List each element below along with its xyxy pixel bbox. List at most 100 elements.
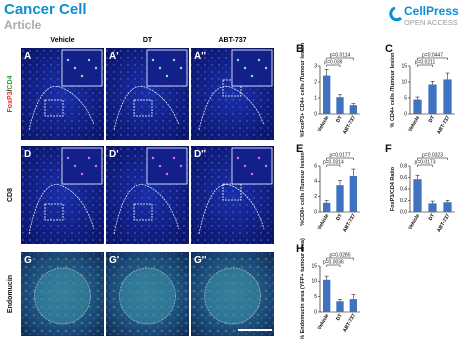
x-tick-label: DT xyxy=(428,115,437,124)
bar xyxy=(413,99,422,114)
bar xyxy=(413,179,422,212)
x-tick-label: Vehicle xyxy=(407,115,421,133)
x-tick-label: ABT-737 xyxy=(342,115,357,136)
cell-signal xyxy=(250,74,254,78)
zoom-box xyxy=(44,203,64,221)
y-tick-label: 0.4 xyxy=(400,186,407,192)
charts: B%FoxP3+ CD4+ cells /Tumour lesion 0 1 2 3 Ve… xyxy=(296,42,455,340)
y-tick-label: 5 xyxy=(314,294,317,300)
y-axis-label: % CD4+ cells /Tumour lesion xyxy=(390,52,396,128)
cell-signal xyxy=(165,74,169,78)
x-tick-label: DT xyxy=(335,213,344,222)
y-axis-label: FoxP3/CD4 Ratio xyxy=(390,166,396,211)
row-label: Endomucin xyxy=(7,275,14,313)
x-tick-label: ABT-737 xyxy=(342,213,357,234)
error-bar xyxy=(324,200,329,203)
cell-signal xyxy=(87,58,91,62)
p-value: p=0.0211 xyxy=(415,60,436,66)
y-axis-label: % Endomucin area (YFP+ tumour area) xyxy=(300,238,306,339)
y-tick-label: 0.0 xyxy=(400,209,407,215)
x-tick-label: DT xyxy=(428,213,437,222)
cell-signal xyxy=(172,58,176,62)
lesion-outline xyxy=(198,86,265,131)
p-value: p=0.0447 xyxy=(422,53,443,59)
cell-signal xyxy=(87,156,91,160)
vessel-region xyxy=(204,267,261,325)
cell-signal xyxy=(66,156,70,160)
row-label-part: Endomucin xyxy=(7,275,14,313)
error-bar xyxy=(324,68,329,76)
y-tick-label: 10 xyxy=(311,279,317,285)
y-tick-label: 15 xyxy=(401,63,407,69)
vessel-region xyxy=(119,267,176,325)
cell-signal xyxy=(172,156,176,160)
x-tick-label: DT xyxy=(335,115,344,124)
cell-signal xyxy=(80,74,84,78)
error-bar xyxy=(324,275,329,280)
y-tick-label: 2 xyxy=(314,194,317,200)
publisher-logo xyxy=(389,6,403,22)
column-header: ABT-737 xyxy=(218,37,246,44)
inset xyxy=(61,147,103,185)
panel-label: G'' xyxy=(194,255,207,266)
y-axis-label: %CD8+ cells /Tumour lesion xyxy=(300,152,306,226)
significance-bracket xyxy=(417,64,433,67)
cell-signal xyxy=(151,156,155,160)
y-tick-label: 15 xyxy=(311,263,317,269)
bar xyxy=(349,299,357,312)
y-tick-label: 0.6 xyxy=(400,175,407,181)
cell-signal xyxy=(158,66,162,70)
significance-bracket xyxy=(326,264,341,267)
zoom-box xyxy=(133,99,153,117)
p-value: p=0.0173 xyxy=(415,160,436,166)
row-label-part: CD8 xyxy=(7,188,14,202)
bar xyxy=(443,79,452,114)
panel-label: D xyxy=(24,149,31,160)
bar xyxy=(323,279,331,312)
error-bar xyxy=(338,180,342,186)
lesion-outline xyxy=(198,184,265,235)
error-bar xyxy=(415,96,420,100)
zoom-box xyxy=(44,99,64,117)
y-tick-label: 0 xyxy=(314,309,317,315)
y-tick-label: 3 xyxy=(314,63,317,69)
error-bar xyxy=(338,94,342,98)
panel-label: B xyxy=(296,43,304,55)
panel-label: G' xyxy=(109,255,119,266)
x-tick-label: ABT-737 xyxy=(342,313,357,334)
error-bar xyxy=(445,72,450,80)
bar xyxy=(323,75,331,114)
y-axis-label: %FoxP3+ CD4+ cells /Tumour lesion xyxy=(300,42,306,137)
x-tick-label: ABT-737 xyxy=(436,115,451,136)
cell-signal xyxy=(236,58,240,62)
cell-signal xyxy=(151,58,155,62)
panel-label: A xyxy=(24,51,31,62)
p-value: p=0.0036 xyxy=(323,260,344,266)
zoom-box xyxy=(133,203,153,221)
column-header: DT xyxy=(143,37,153,44)
row-label-part: FoxP3 xyxy=(7,91,14,112)
significance-bracket xyxy=(417,164,433,167)
row-label-part: CD4 xyxy=(7,75,14,89)
publisher: CellPress xyxy=(404,4,459,18)
article-type: Article xyxy=(4,18,42,32)
x-tick-label: Vehicle xyxy=(407,213,421,231)
lesion-outline xyxy=(113,86,180,131)
y-tick-label: 0 xyxy=(314,111,317,117)
cell-signal xyxy=(236,156,240,160)
cell-signal xyxy=(264,66,268,70)
cell-signal xyxy=(73,66,77,70)
error-bar xyxy=(445,200,450,203)
p-value: p=0.0285 xyxy=(330,253,351,259)
cell-signal xyxy=(94,164,98,168)
bar xyxy=(428,84,437,114)
lesion-outline xyxy=(113,184,180,235)
p-value: p=0.039 xyxy=(324,60,342,66)
y-tick-label: 4 xyxy=(314,179,317,185)
lesion-outline xyxy=(28,184,95,235)
x-tick-label: Vehicle xyxy=(317,115,331,133)
image-panels: Vehicle DT ABT-737 FoxP3/CD4 CD8 Endomucin A A'… xyxy=(7,37,274,336)
bar xyxy=(349,105,357,114)
